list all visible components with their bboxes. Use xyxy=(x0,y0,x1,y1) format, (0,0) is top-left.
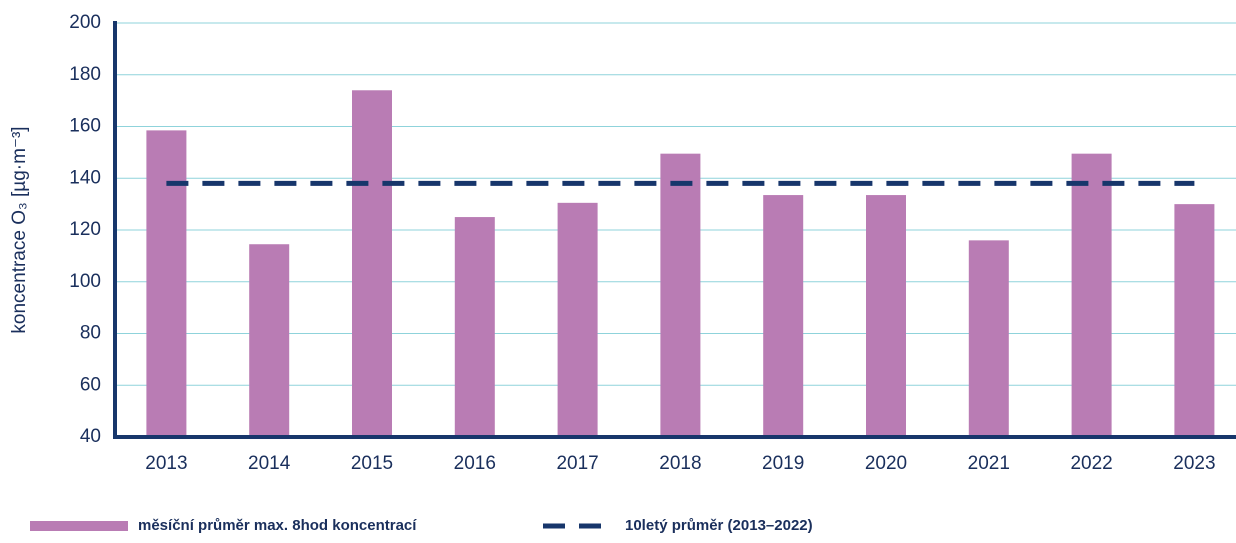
legend-label: měsíční průměr max. 8hod koncentrací xyxy=(138,517,417,534)
legend-label: 10letý průměr (2013–2022) xyxy=(625,517,813,534)
bar xyxy=(763,195,804,437)
x-tick-label: 2022 xyxy=(1070,453,1112,474)
x-tick-label: 2020 xyxy=(865,453,907,474)
x-tick-label: 2017 xyxy=(556,453,598,474)
x-tick-label: 2023 xyxy=(1173,453,1215,474)
y-tick-label: 40 xyxy=(80,426,101,447)
x-tick-label: 2021 xyxy=(968,453,1010,474)
bar xyxy=(557,202,598,437)
bar xyxy=(866,195,906,437)
x-tick-label: 2013 xyxy=(145,453,187,474)
bar xyxy=(249,244,290,437)
y-tick-label: 60 xyxy=(80,374,101,395)
y-axis-label: koncentrace O₃ [µg·m⁻³] xyxy=(9,126,30,333)
x-tick-label: 2016 xyxy=(454,453,496,474)
x-tick-label: 2015 xyxy=(351,453,393,474)
bar xyxy=(660,153,701,437)
y-tick-label: 200 xyxy=(69,12,101,33)
y-tick-label: 120 xyxy=(69,219,101,240)
bar xyxy=(968,240,1009,437)
y-tick-label: 160 xyxy=(69,116,101,137)
y-tick-label: 100 xyxy=(69,271,101,292)
x-tick-label: 2018 xyxy=(659,453,701,474)
x-tick-label: 2019 xyxy=(762,453,804,474)
y-tick-label: 180 xyxy=(69,64,101,85)
y-tick-label: 80 xyxy=(80,323,101,344)
bar xyxy=(1071,153,1112,437)
bar xyxy=(146,130,187,437)
bar xyxy=(1174,204,1215,437)
bar xyxy=(454,217,495,437)
y-tick-label: 140 xyxy=(69,167,101,188)
bar xyxy=(352,90,392,438)
legend-swatch xyxy=(30,521,128,531)
x-tick-label: 2014 xyxy=(248,453,291,474)
